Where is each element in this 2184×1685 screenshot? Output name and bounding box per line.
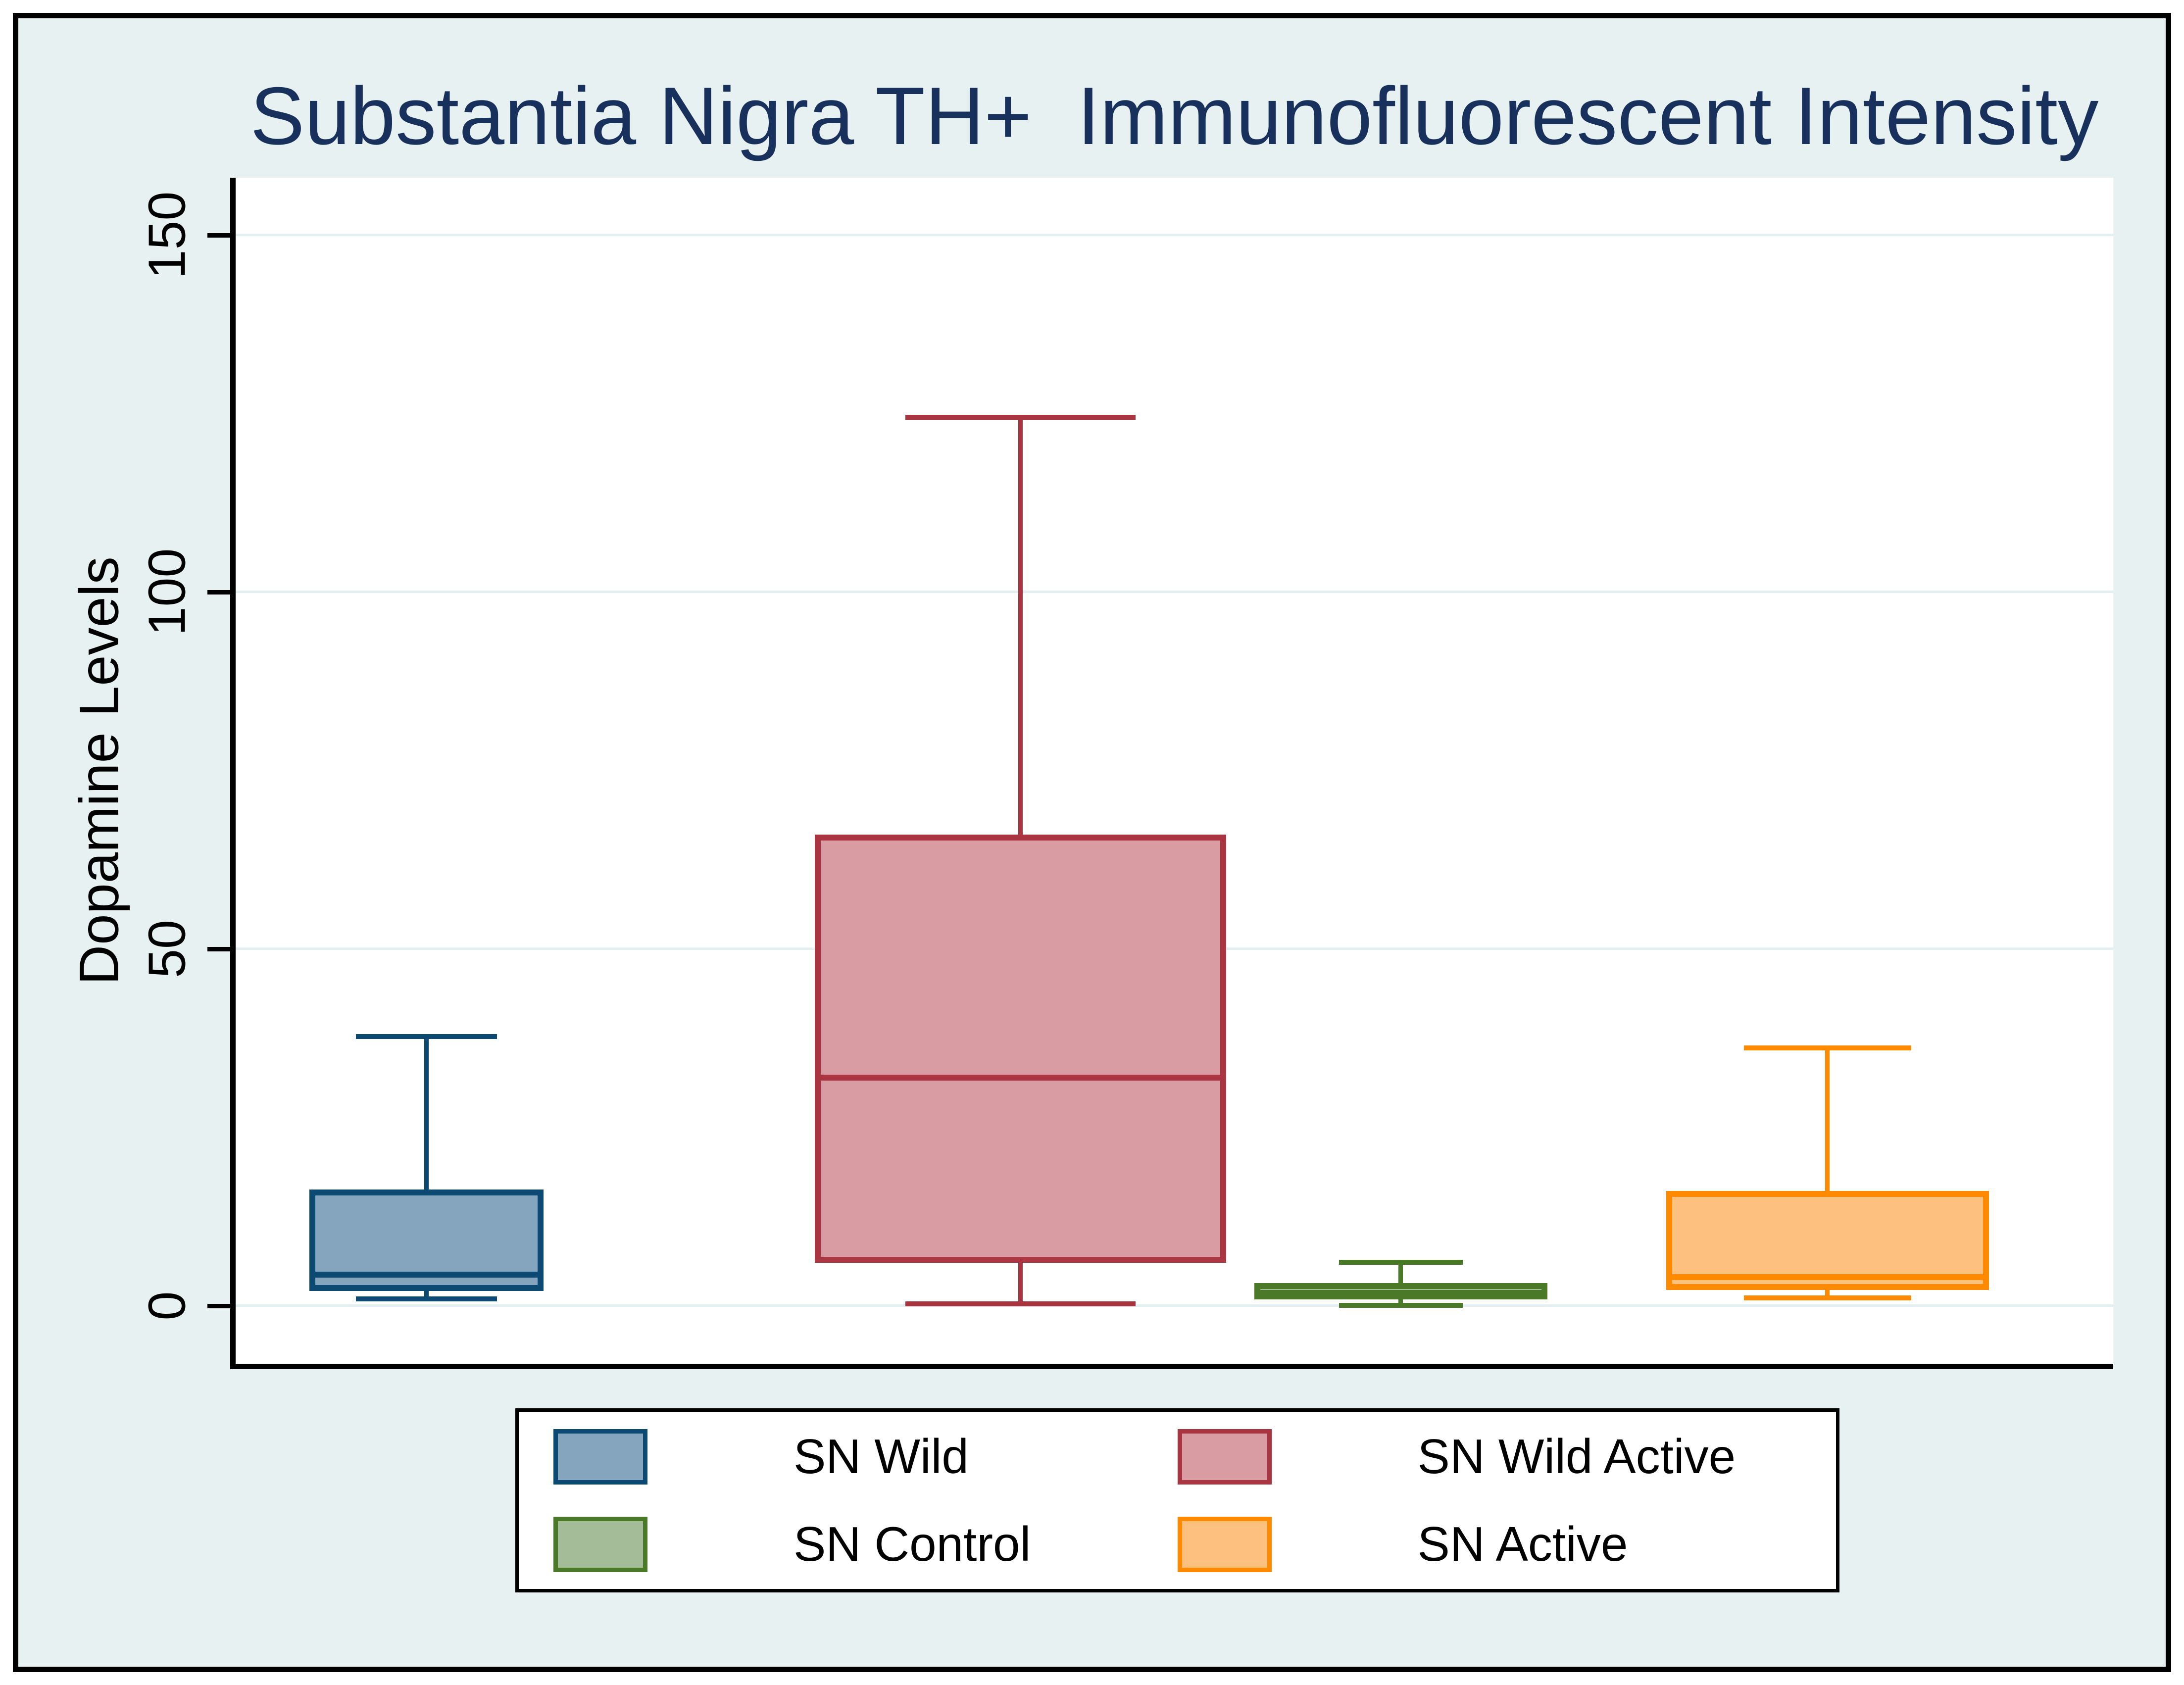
legend-entry-sn-active: SN Active (1177, 1516, 1802, 1572)
legend-entry-sn-wild: SN Wild (553, 1429, 1178, 1485)
median-sn-wild (309, 1271, 544, 1278)
legend-entry-sn-wild-active: SN Wild Active (1177, 1429, 1802, 1485)
whisker-cap-top-sn-wild-active (905, 414, 1136, 420)
legend-swatch-sn-active (1177, 1516, 1272, 1572)
whisker-cap-top-sn-control (1339, 1260, 1463, 1265)
legend-entry-sn-control: SN Control (553, 1516, 1178, 1572)
whisker-cap-bottom-sn-control (1339, 1302, 1463, 1308)
y-tick-label-0: 0 (138, 1291, 197, 1321)
legend-label-sn-control: SN Control (794, 1517, 1031, 1571)
y-tick-label-150: 150 (138, 191, 197, 279)
median-sn-wild-active (815, 1074, 1226, 1081)
legend-label-sn-wild: SN Wild (794, 1429, 969, 1484)
y-axis-title: Dopamine Levels (68, 556, 130, 985)
y-tick-50 (207, 947, 230, 951)
legend-swatch-sn-control (553, 1516, 647, 1572)
whisker-line-sn-wild (424, 1037, 429, 1299)
median-sn-control (1254, 1290, 1547, 1296)
legend-label-sn-wild-active: SN Wild Active (1417, 1429, 1736, 1484)
y-tick-0 (207, 1304, 230, 1308)
y-tick-150 (207, 233, 230, 238)
legend-swatch-sn-wild-active (1177, 1429, 1272, 1485)
legend-label-sn-active: SN Active (1417, 1517, 1628, 1571)
whisker-cap-top-sn-wild (355, 1034, 497, 1040)
whisker-line-sn-active (1825, 1048, 1830, 1298)
gridline-150 (236, 234, 2113, 236)
y-axis-line (230, 178, 236, 1369)
whisker-cap-bottom-sn-wild-active (905, 1301, 1136, 1306)
whisker-cap-bottom-sn-active (1743, 1295, 1911, 1301)
legend-swatch-sn-wild (553, 1429, 647, 1485)
box-sn-active (1666, 1190, 1989, 1290)
chart-title: Substantia Nigra TH+ Immunofluorescent I… (250, 70, 2099, 161)
y-tick-label-50: 50 (138, 920, 197, 978)
median-sn-active (1666, 1274, 1989, 1281)
box-sn-wild-active (815, 835, 1226, 1263)
whisker-cap-top-sn-active (1743, 1045, 1911, 1051)
x-axis-line (230, 1364, 2113, 1369)
whisker-cap-bottom-sn-wild (355, 1296, 497, 1301)
gridline-100 (236, 591, 2113, 593)
legend: SN Wild SN Wild Active SN Control SN Active (515, 1408, 1839, 1592)
y-tick-label-100: 100 (138, 548, 197, 636)
gridline-0 (236, 1304, 2113, 1307)
y-tick-100 (207, 590, 230, 595)
